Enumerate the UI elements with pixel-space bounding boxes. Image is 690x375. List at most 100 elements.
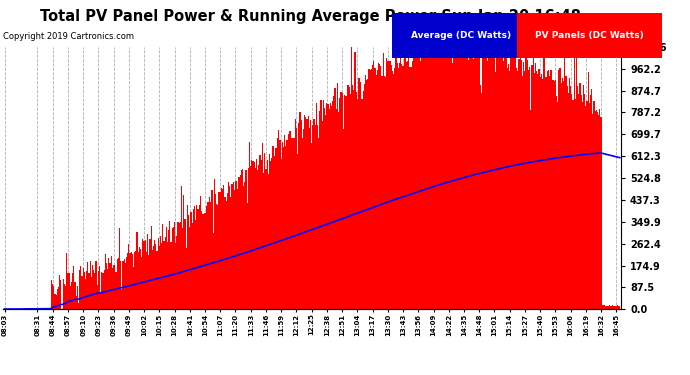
Bar <box>347 85 348 309</box>
Bar <box>270 161 271 309</box>
Bar <box>402 66 404 309</box>
Bar <box>68 273 70 309</box>
Bar <box>236 181 237 309</box>
Bar <box>75 296 77 309</box>
Bar <box>499 54 500 309</box>
Bar <box>350 94 351 309</box>
Bar <box>393 74 394 309</box>
Bar <box>80 266 81 309</box>
Bar <box>79 270 80 309</box>
Bar <box>497 47 499 309</box>
Bar <box>249 142 250 309</box>
Bar <box>384 76 385 309</box>
Bar <box>609 306 610 309</box>
Bar <box>289 131 290 309</box>
Bar <box>199 196 201 309</box>
Bar <box>224 197 226 309</box>
Bar <box>583 86 584 309</box>
Bar <box>493 50 494 309</box>
Bar <box>157 238 159 309</box>
Bar <box>397 68 399 309</box>
Bar <box>379 64 380 309</box>
Bar <box>269 154 270 309</box>
Bar <box>304 115 305 309</box>
Bar <box>127 253 128 309</box>
Bar <box>338 112 339 309</box>
Bar <box>322 121 323 309</box>
Bar <box>476 47 477 309</box>
Bar <box>592 114 593 309</box>
Bar <box>105 254 106 309</box>
Bar <box>128 244 130 309</box>
Bar <box>41 308 43 309</box>
Bar <box>318 138 319 309</box>
Bar <box>139 247 140 309</box>
Bar <box>312 126 313 309</box>
Bar <box>121 289 122 309</box>
Bar <box>429 48 431 309</box>
Bar <box>343 129 344 309</box>
Bar <box>348 87 350 309</box>
Bar <box>231 184 233 309</box>
Bar <box>591 89 592 309</box>
Bar <box>195 220 196 309</box>
Bar <box>520 57 521 309</box>
Bar <box>543 56 544 309</box>
Bar <box>230 197 231 309</box>
Bar <box>385 77 386 309</box>
Bar <box>339 98 340 309</box>
Bar <box>515 47 516 309</box>
Bar <box>281 159 282 309</box>
Bar <box>161 243 162 309</box>
Bar <box>95 261 97 309</box>
Bar <box>227 192 228 309</box>
Bar <box>164 241 165 309</box>
Bar <box>46 308 48 309</box>
Bar <box>169 221 170 309</box>
Bar <box>428 52 429 309</box>
Bar <box>150 226 152 309</box>
Bar <box>137 252 139 309</box>
Bar <box>435 49 437 309</box>
Bar <box>93 270 95 309</box>
Bar <box>390 60 391 309</box>
Bar <box>371 69 372 309</box>
Bar <box>598 115 600 309</box>
Bar <box>222 189 223 309</box>
Bar <box>286 140 288 309</box>
Bar <box>440 47 441 309</box>
Bar <box>337 82 338 309</box>
Bar <box>291 138 293 309</box>
Bar <box>215 194 216 309</box>
Bar <box>433 48 434 309</box>
Bar <box>575 99 576 309</box>
Bar <box>462 47 464 309</box>
Bar <box>149 239 150 309</box>
Bar <box>282 142 283 309</box>
Bar <box>253 161 254 309</box>
Bar <box>50 308 51 309</box>
Bar <box>162 224 164 309</box>
Bar <box>360 82 362 309</box>
Bar <box>605 306 607 309</box>
Bar <box>56 295 57 309</box>
Bar <box>412 61 413 309</box>
Bar <box>148 255 149 309</box>
Bar <box>542 79 543 309</box>
Bar <box>461 47 462 309</box>
Bar <box>182 228 184 309</box>
Bar <box>106 263 107 309</box>
Bar <box>612 306 613 309</box>
Bar <box>90 261 91 309</box>
Bar <box>453 51 454 309</box>
Bar <box>536 71 538 309</box>
Bar <box>422 55 424 309</box>
Bar <box>196 206 197 309</box>
Bar <box>24 308 25 309</box>
Bar <box>261 160 262 309</box>
Bar <box>491 47 493 309</box>
Bar <box>569 78 570 309</box>
Bar <box>619 306 620 309</box>
Bar <box>344 95 345 309</box>
Bar <box>112 268 113 309</box>
